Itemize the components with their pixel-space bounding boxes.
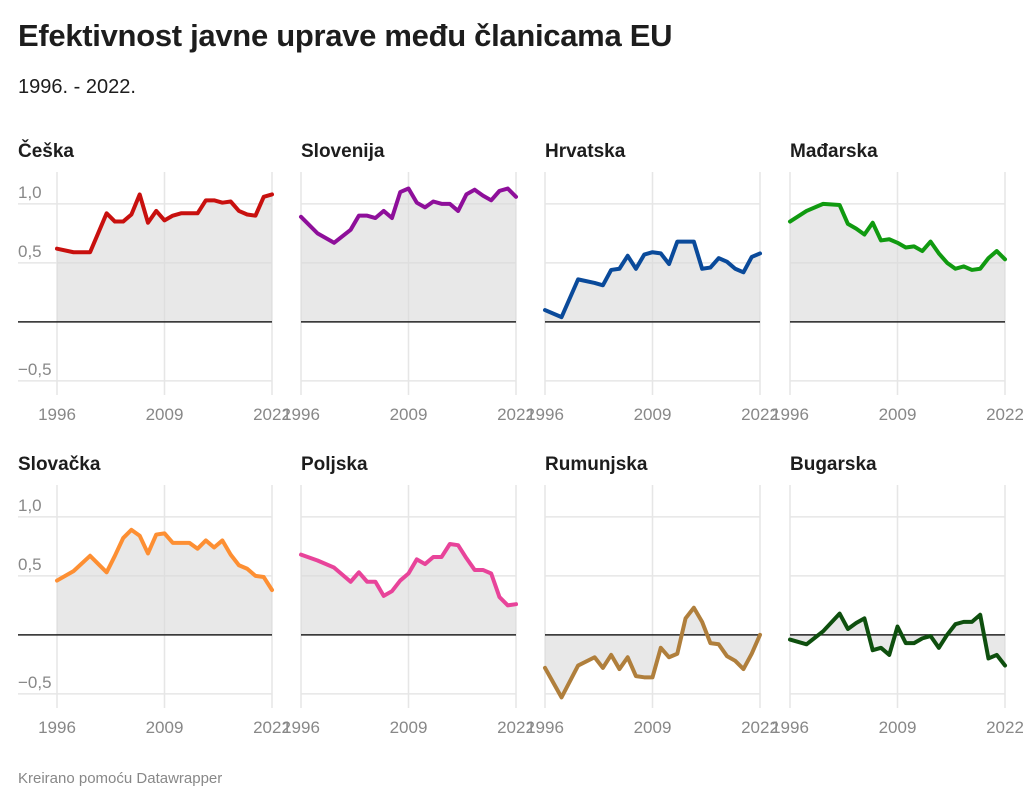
y-tick-label: −0,5: [18, 673, 52, 692]
panel-mađarska: 1996 2009 2022 Mađarska: [771, 141, 1023, 424]
panel-title: Češka: [18, 140, 74, 162]
area-fill: [301, 188, 516, 322]
panel-bugarska: 1996 2009 2022 Bugarska: [771, 454, 1023, 737]
panel-title: Poljska: [301, 454, 368, 475]
panel-title: Slovenija: [301, 141, 385, 162]
series-line: [55, 527, 274, 593]
panel-češka: 1996 2009 2022 1,0 0,5 −0,5 Češka: [18, 140, 291, 424]
y-tick-label: −0,5: [18, 360, 52, 379]
panel-title: Slovačka: [18, 454, 101, 475]
chart-title: Efektivnost javne uprave među članicama …: [18, 18, 673, 53]
x-tick-label: 2022: [741, 405, 779, 424]
y-tick-label: 0,5: [18, 555, 42, 574]
panel-rumunjska: 1996 2009 2022 Rumunjska: [526, 454, 779, 737]
x-tick-label: 1996: [771, 405, 809, 424]
x-tick-label: 2022: [497, 405, 535, 424]
x-tick-label: 1996: [282, 718, 320, 737]
y-tick-label: 1,0: [18, 183, 42, 202]
area-fill: [790, 203, 1005, 322]
x-tick-label: 1996: [526, 405, 564, 424]
chart-subtitle: 1996. - 2022.: [18, 76, 136, 98]
x-tick-label: 1996: [771, 718, 809, 737]
series-line: [788, 611, 1007, 668]
x-tick-label: 2009: [879, 405, 917, 424]
x-tick-label: 2009: [146, 718, 184, 737]
series-line: [543, 605, 762, 700]
x-tick-label: 2022: [986, 405, 1023, 424]
area-fill: [57, 529, 272, 635]
series-line: [788, 201, 1007, 272]
x-tick-label: 1996: [38, 405, 76, 424]
panel-title: Bugarska: [790, 454, 877, 475]
x-tick-label: 2009: [634, 405, 672, 424]
x-tick-label: 1996: [282, 405, 320, 424]
x-tick-label: 1996: [526, 718, 564, 737]
x-tick-label: 2022: [986, 718, 1023, 737]
series-line: [543, 239, 762, 320]
series-line: [55, 192, 274, 255]
panel-title: Mađarska: [790, 141, 878, 162]
area-fill: [790, 613, 1005, 666]
x-tick-label: 2009: [146, 405, 184, 424]
x-tick-label: 2022: [253, 405, 291, 424]
footer-credit: Kreirano pomoću Datawrapper: [18, 770, 223, 787]
area-fill: [545, 607, 760, 698]
x-tick-label: 2009: [390, 405, 428, 424]
y-tick-label: 0,5: [18, 242, 42, 261]
panel-hrvatska: 1996 2009 2022 Hrvatska: [526, 141, 779, 424]
x-tick-label: 1996: [38, 718, 76, 737]
x-tick-label: 2009: [879, 718, 917, 737]
panel-poljska: 1996 2009 2022 Poljska: [282, 454, 535, 737]
area-fill: [301, 543, 516, 635]
panel-slovačka: 1996 2009 2022 1,0 0,5 −0,5 Slovačka: [18, 454, 291, 737]
series-line: [299, 186, 518, 245]
x-tick-label: 2022: [253, 718, 291, 737]
panel-title: Hrvatska: [545, 141, 626, 162]
panel-slovenija: 1996 2009 2022 Slovenija: [282, 141, 535, 424]
series-line: [299, 541, 518, 608]
x-tick-label: 2022: [741, 718, 779, 737]
area-fill: [57, 194, 272, 322]
area-fill: [545, 241, 760, 322]
x-tick-label: 2009: [390, 718, 428, 737]
x-tick-label: 2009: [634, 718, 672, 737]
panel-title: Rumunjska: [545, 454, 648, 475]
x-tick-label: 2022: [497, 718, 535, 737]
y-tick-label: 1,0: [18, 496, 42, 515]
